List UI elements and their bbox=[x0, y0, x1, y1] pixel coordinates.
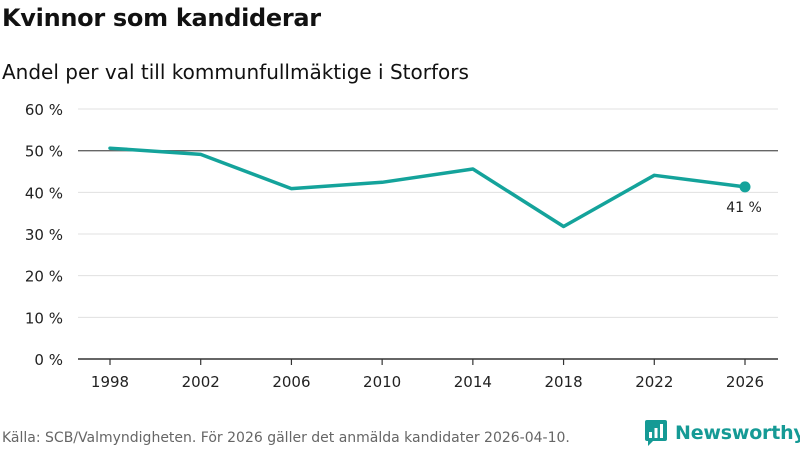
grid-lines bbox=[78, 108, 778, 318]
source-note: Källa: SCB/Valmyndigheten. För 2026 gäll… bbox=[2, 430, 570, 446]
x-axis-ticks: 1998 2002 2006 2010 2014 2018 2022 2026 bbox=[91, 359, 764, 391]
chart-title: Kvinnor som kandiderar bbox=[2, 4, 321, 32]
y-tick-label: 0 % bbox=[34, 351, 63, 369]
y-axis-tick-labels: 0 % 10 % 20 % 30 % 40 % 50 % 60 % bbox=[25, 101, 63, 369]
y-tick-label: 60 % bbox=[25, 101, 63, 119]
brand-name: Newsworthy bbox=[675, 422, 800, 444]
y-tick-label: 20 % bbox=[25, 268, 63, 286]
x-tick-label: 2014 bbox=[454, 373, 492, 391]
newsworthy-logo-icon bbox=[645, 420, 667, 446]
x-tick-label: 1998 bbox=[91, 373, 129, 391]
x-tick-label: 2002 bbox=[182, 373, 220, 391]
chart-subtitle: Andel per val till kommunfullmäktige i S… bbox=[2, 60, 469, 84]
end-value-label: 41 % bbox=[726, 200, 762, 216]
y-tick-label: 50 % bbox=[25, 143, 63, 161]
x-tick-label: 2018 bbox=[544, 373, 582, 391]
series-end-point bbox=[739, 181, 751, 193]
x-tick-label: 2010 bbox=[363, 373, 401, 391]
series-points bbox=[739, 181, 751, 193]
y-tick-label: 30 % bbox=[25, 226, 63, 244]
newsworthy-logo: Newsworthy bbox=[644, 418, 800, 448]
y-tick-label: 10 % bbox=[25, 309, 63, 327]
y-tick-label: 40 % bbox=[25, 184, 63, 202]
series-line bbox=[108, 146, 747, 229]
x-tick-label: 2022 bbox=[635, 373, 673, 391]
x-tick-label: 2006 bbox=[272, 373, 310, 391]
x-tick-label: 2026 bbox=[726, 373, 764, 391]
